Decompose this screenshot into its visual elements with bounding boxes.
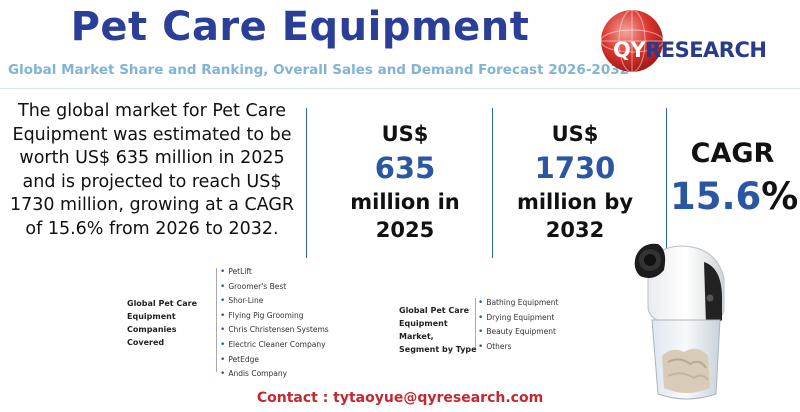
- logo-wordmark: QYRESEARCH: [613, 38, 767, 62]
- stat-year: 2032: [545, 218, 605, 242]
- list-item: Andis Company: [220, 367, 329, 382]
- contact-label: Contact :: [256, 390, 334, 406]
- segments-brace: [475, 298, 482, 348]
- list-item: Flying Pig Grooming: [220, 309, 329, 324]
- list-item: Electric Cleaner Company: [220, 338, 329, 353]
- companies-list: PetLift Groomer's Best Shor-Line Flying …: [220, 265, 329, 382]
- list-item: Others: [478, 340, 558, 355]
- list-item: PetEdge: [220, 353, 329, 368]
- segments-title: Global Pet Care Equipment Market, Segmen…: [399, 306, 477, 354]
- contact-email[interactable]: tytaoyue@qyresearch.com: [333, 390, 544, 406]
- stat-currency: US$: [551, 122, 599, 146]
- divider-line: [492, 108, 493, 258]
- list-item: Shor-Line: [220, 294, 329, 309]
- list-item: Chris Christensen Systems: [220, 323, 328, 338]
- pet-vacuum-product-image: [634, 243, 725, 400]
- stat-unit: million in: [350, 190, 460, 214]
- qyresearch-logo: [600, 9, 664, 73]
- list-item: Groomer's Best: [220, 280, 329, 295]
- page-title: Pet Care Equipment: [70, 4, 530, 50]
- list-item: Drying Equipment: [478, 311, 558, 326]
- cagr-value: 15.6%: [670, 175, 799, 218]
- segments-list: Bathing Equipment Drying Equipment Beaut…: [478, 296, 558, 354]
- list-item: Bathing Equipment: [478, 296, 558, 311]
- list-item: Beauty Equipment: [478, 325, 558, 340]
- stat-2032: US$ 1730 million by 2032: [505, 120, 645, 244]
- header-divider: [0, 88, 800, 89]
- divider-line: [666, 108, 667, 258]
- divider-line: [306, 108, 307, 258]
- stat-value: 1730: [534, 151, 616, 185]
- companies-brace: [216, 268, 223, 372]
- stat-unit: million by: [516, 190, 634, 214]
- stat-value: 635: [374, 151, 436, 185]
- stat-year: 2025: [375, 218, 435, 242]
- page-subtitle: Global Market Share and Ranking, Overall…: [8, 62, 629, 78]
- stat-currency: US$: [381, 122, 429, 146]
- market-description: The global market for Pet Care Equipment…: [9, 101, 295, 239]
- contact-line: Contact : tytaoyue@qyresearch.com: [0, 390, 800, 406]
- stat-2025: US$ 635 million in 2025: [335, 120, 475, 244]
- cagr-label: CAGR: [690, 138, 775, 169]
- companies-title: Global Pet Care Equipment Companies Cove…: [127, 299, 197, 347]
- list-item: PetLift: [220, 265, 329, 280]
- stat-cagr: CAGR 15.6%: [670, 138, 799, 218]
